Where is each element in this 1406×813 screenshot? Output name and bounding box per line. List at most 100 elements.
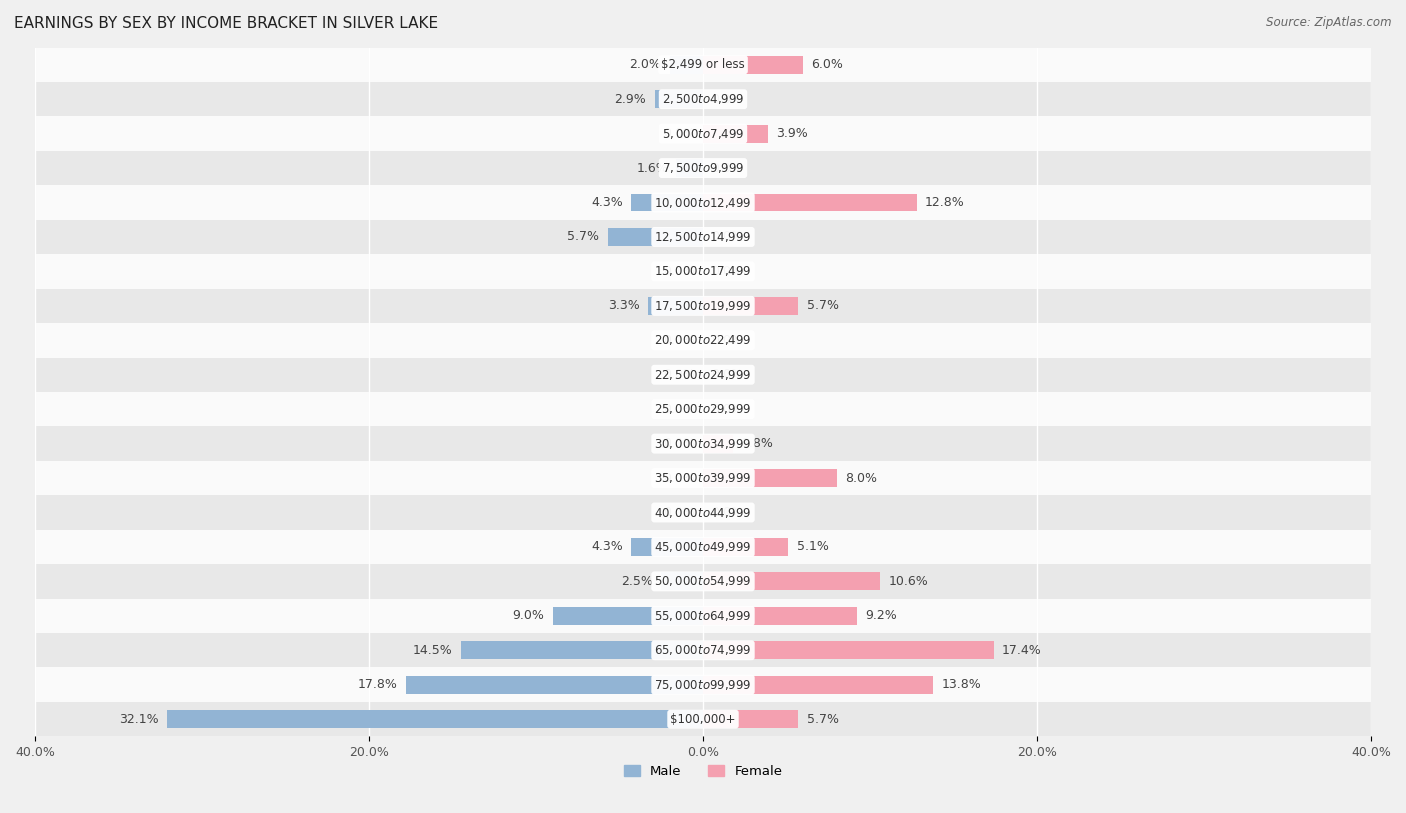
Text: $65,000 to $74,999: $65,000 to $74,999 [654, 643, 752, 657]
Text: 1.6%: 1.6% [636, 162, 668, 175]
Text: 0.0%: 0.0% [711, 402, 744, 415]
Bar [35, 495, 1371, 530]
Text: $2,500 to $4,999: $2,500 to $4,999 [662, 92, 744, 107]
Text: 2.5%: 2.5% [621, 575, 652, 588]
Text: 32.1%: 32.1% [120, 713, 159, 726]
Text: 1.8%: 1.8% [741, 437, 773, 450]
Bar [35, 185, 1371, 220]
Bar [35, 151, 1371, 185]
Text: $2,499 or less: $2,499 or less [661, 59, 745, 72]
Text: 0.0%: 0.0% [662, 472, 695, 485]
Text: 4.3%: 4.3% [591, 196, 623, 209]
Bar [703, 641, 994, 659]
Text: $15,000 to $17,499: $15,000 to $17,499 [654, 264, 752, 278]
Text: 0.0%: 0.0% [662, 402, 695, 415]
Bar [703, 297, 799, 315]
Text: 2.9%: 2.9% [614, 93, 647, 106]
Text: 0.0%: 0.0% [711, 230, 744, 243]
Bar [35, 47, 1371, 82]
Text: 12.8%: 12.8% [925, 196, 965, 209]
Bar [35, 358, 1371, 392]
Text: 17.4%: 17.4% [1002, 644, 1042, 657]
Bar [703, 572, 880, 590]
Bar [35, 392, 1371, 426]
Text: $100,000+: $100,000+ [671, 713, 735, 726]
Text: $75,000 to $99,999: $75,000 to $99,999 [654, 678, 752, 692]
Bar [553, 606, 703, 624]
Bar [703, 435, 733, 453]
Text: 0.0%: 0.0% [662, 437, 695, 450]
Text: 0.0%: 0.0% [662, 368, 695, 381]
Bar [35, 702, 1371, 737]
Text: 5.7%: 5.7% [807, 299, 838, 312]
Text: $5,000 to $7,499: $5,000 to $7,499 [662, 127, 744, 141]
Text: $50,000 to $54,999: $50,000 to $54,999 [654, 575, 752, 589]
Text: 5.7%: 5.7% [807, 713, 838, 726]
Bar [648, 297, 703, 315]
Bar [35, 254, 1371, 289]
Text: 0.0%: 0.0% [711, 506, 744, 519]
Text: 10.6%: 10.6% [889, 575, 928, 588]
Text: 0.0%: 0.0% [662, 265, 695, 278]
Bar [703, 711, 799, 728]
Bar [607, 228, 703, 246]
Bar [35, 116, 1371, 151]
Bar [631, 193, 703, 211]
Text: 0.0%: 0.0% [711, 334, 744, 347]
Text: 5.1%: 5.1% [797, 541, 828, 554]
Bar [35, 530, 1371, 564]
Legend: Male, Female: Male, Female [624, 765, 782, 778]
Bar [703, 56, 803, 74]
Text: 9.2%: 9.2% [865, 609, 897, 622]
Bar [35, 82, 1371, 116]
Bar [35, 426, 1371, 461]
Text: $10,000 to $12,499: $10,000 to $12,499 [654, 195, 752, 210]
Text: $20,000 to $22,499: $20,000 to $22,499 [654, 333, 752, 347]
Bar [703, 676, 934, 693]
Bar [35, 289, 1371, 323]
Text: $30,000 to $34,999: $30,000 to $34,999 [654, 437, 752, 450]
Text: 3.3%: 3.3% [607, 299, 640, 312]
Text: 0.0%: 0.0% [662, 127, 695, 140]
Text: $17,500 to $19,999: $17,500 to $19,999 [654, 299, 752, 313]
Text: 5.7%: 5.7% [568, 230, 599, 243]
Text: $40,000 to $44,999: $40,000 to $44,999 [654, 506, 752, 520]
Text: $7,500 to $9,999: $7,500 to $9,999 [662, 161, 744, 175]
Bar [669, 56, 703, 74]
Text: $22,500 to $24,999: $22,500 to $24,999 [654, 367, 752, 382]
Text: 3.9%: 3.9% [776, 127, 808, 140]
Text: 6.0%: 6.0% [811, 59, 844, 72]
Bar [461, 641, 703, 659]
Text: 0.0%: 0.0% [711, 93, 744, 106]
Text: $25,000 to $29,999: $25,000 to $29,999 [654, 402, 752, 416]
Bar [35, 461, 1371, 495]
Text: $55,000 to $64,999: $55,000 to $64,999 [654, 609, 752, 623]
Bar [167, 711, 703, 728]
Text: 0.0%: 0.0% [711, 162, 744, 175]
Text: Source: ZipAtlas.com: Source: ZipAtlas.com [1267, 16, 1392, 29]
Bar [703, 606, 856, 624]
Text: $12,500 to $14,999: $12,500 to $14,999 [654, 230, 752, 244]
Text: 0.0%: 0.0% [662, 506, 695, 519]
Text: EARNINGS BY SEX BY INCOME BRACKET IN SILVER LAKE: EARNINGS BY SEX BY INCOME BRACKET IN SIL… [14, 16, 439, 31]
Text: 8.0%: 8.0% [845, 472, 877, 485]
Bar [35, 564, 1371, 598]
Bar [676, 159, 703, 177]
Bar [703, 193, 917, 211]
Text: 0.0%: 0.0% [711, 265, 744, 278]
Bar [35, 633, 1371, 667]
Bar [35, 598, 1371, 633]
Bar [661, 572, 703, 590]
Bar [35, 220, 1371, 254]
Text: $45,000 to $49,999: $45,000 to $49,999 [654, 540, 752, 554]
Text: 17.8%: 17.8% [357, 678, 398, 691]
Text: 9.0%: 9.0% [512, 609, 544, 622]
Text: $35,000 to $39,999: $35,000 to $39,999 [654, 471, 752, 485]
Text: 4.3%: 4.3% [591, 541, 623, 554]
Text: 14.5%: 14.5% [413, 644, 453, 657]
Bar [703, 538, 789, 556]
Text: 0.0%: 0.0% [662, 334, 695, 347]
Bar [655, 90, 703, 108]
Bar [406, 676, 703, 693]
Text: 13.8%: 13.8% [942, 678, 981, 691]
